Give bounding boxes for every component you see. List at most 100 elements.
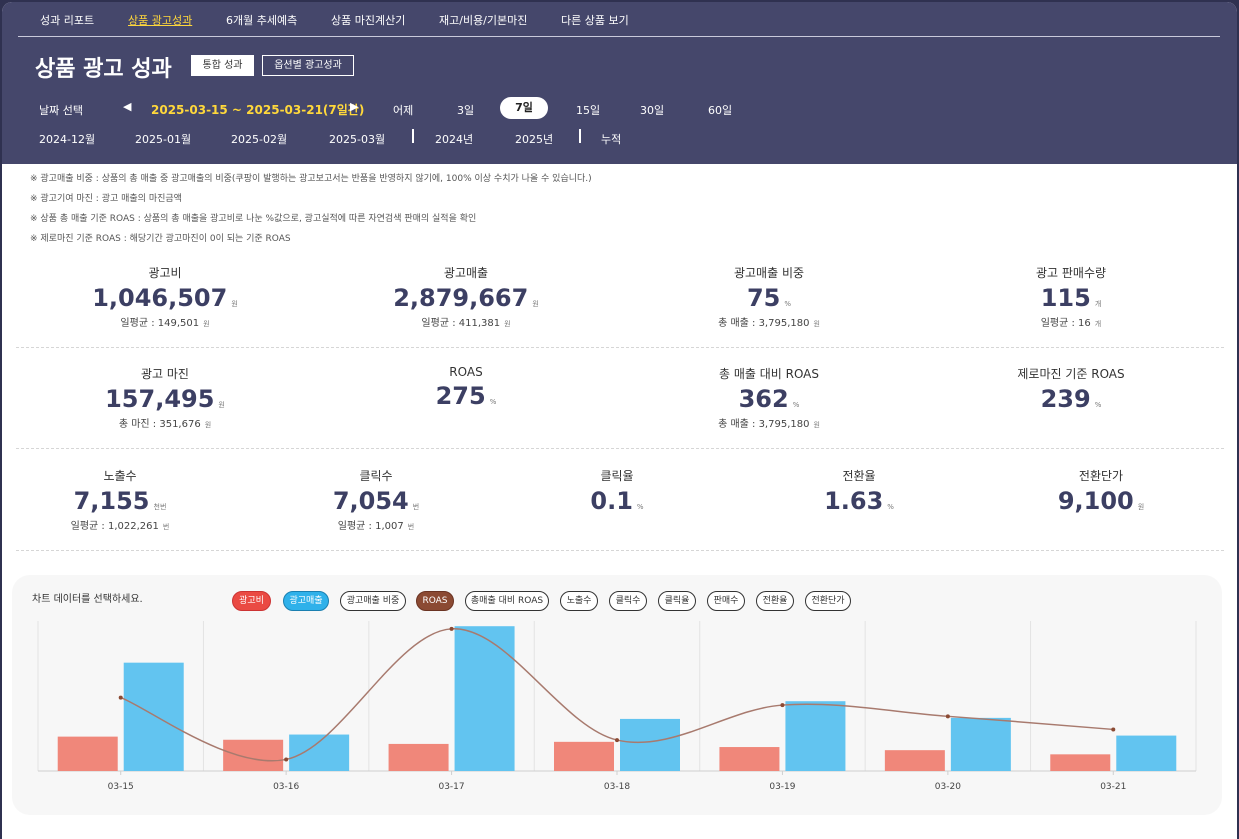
metric-label: 클릭수 xyxy=(359,469,393,483)
bar-ad-cost xyxy=(388,743,449,771)
metric-label: 노출수 xyxy=(103,469,137,483)
metric-value: 7,155 천번 xyxy=(73,487,167,515)
metric-value: 275% xyxy=(435,382,497,410)
metric-ad-sales: 광고매출 2,879,667 원 일평균 : 411,381 원 xyxy=(366,264,566,329)
bar-ad-sales xyxy=(1116,735,1177,771)
nav-inventory-cost-margin[interactable]: 재고/비용/기본마진 xyxy=(439,14,528,27)
metric-sub: 총 매출 : 3,795,180 원 xyxy=(718,419,820,430)
metric-sub: 일평균 : 16 개 xyxy=(1040,318,1102,329)
nav-product-ad-performance[interactable]: 상품 광고성과 xyxy=(128,14,193,27)
metric-value: 1,046,507 원 xyxy=(92,284,238,312)
period-cumulative[interactable]: 누적 xyxy=(601,133,622,146)
metric-sub: 일평균 : 1,022,261 번 xyxy=(70,521,170,532)
top-navigation: 성과 리포트 상품 광고성과 6개월 추세예측 상품 마진계산기 재고/비용/기… xyxy=(2,2,1237,37)
metric-sub: 일평균 : 411,381 원 xyxy=(421,318,511,329)
x-tick-label: 03-20 xyxy=(935,782,961,792)
section-divider xyxy=(16,448,1224,449)
metric-ad-share: 광고매출 비중 75% 총 매출 : 3,795,180 원 xyxy=(669,264,869,329)
metric-impressions: 노출수 7,155 천번 일평균 : 1,022,261 번 xyxy=(20,467,220,532)
metric-zero-roas: 제로마진 기준 ROAS 239% xyxy=(971,365,1171,413)
separator xyxy=(412,129,414,143)
metric-clicks: 클릭수 7,054 번 일평균 : 1,007 번 xyxy=(276,467,476,532)
metric-label: 전환율 xyxy=(842,469,876,483)
next-arrow-icon[interactable]: ▶ xyxy=(350,100,359,113)
bar-ad-cost xyxy=(1050,754,1111,771)
note-total-roas: ※ 상품 총 매출 기준 ROAS : 상품의 총 매출을 광고비로 나눈 %값… xyxy=(30,214,477,224)
chip-ctr[interactable]: 클릭율 xyxy=(658,591,696,611)
metric-value: 2,879,667 원 xyxy=(393,284,539,312)
period-30days[interactable]: 30일 xyxy=(640,104,665,117)
metric-value: 9,100 원 xyxy=(1057,487,1145,515)
bar-ad-cost xyxy=(57,736,118,771)
month-2025-01[interactable]: 2025-01월 xyxy=(135,133,192,146)
chip-cpa[interactable]: 전환단가 xyxy=(805,591,851,611)
period-15days[interactable]: 15일 xyxy=(576,104,601,117)
chip-roas[interactable]: ROAS xyxy=(416,591,454,611)
chip-ad-share[interactable]: 광고매출 비중 xyxy=(340,591,406,611)
combo-chart: 03-15 03-16 03-17 03-18 03-19 03-20 03-21 xyxy=(37,621,1197,792)
month-2024-12[interactable]: 2024-12월 xyxy=(39,133,96,146)
metric-label: 클릭율 xyxy=(600,469,634,483)
bar-ad-cost xyxy=(554,741,614,771)
metric-ad-cost: 광고비 1,046,507 원 일평균 : 149,501 원 xyxy=(65,264,265,329)
metric-label: ROAS xyxy=(449,365,483,379)
metric-cpa: 전환단가 9,100 원 xyxy=(1001,467,1201,515)
chip-ad-sales[interactable]: 광고매출 xyxy=(283,591,329,611)
metric-sub: 총 매출 : 3,795,180 원 xyxy=(718,318,820,329)
bar-ad-cost xyxy=(719,747,780,771)
year-2025[interactable]: 2025년 xyxy=(515,133,554,146)
x-tick-label: 03-17 xyxy=(438,782,464,792)
chip-clicks[interactable]: 클릭수 xyxy=(609,591,647,611)
metric-ad-margin: 광고 마진 157,495 원 총 마진 : 351,676 원 xyxy=(65,365,265,430)
chip-total-roas[interactable]: 총매출 대비 ROAS xyxy=(465,591,549,611)
bar-ad-sales xyxy=(289,734,350,771)
metric-value: 362% xyxy=(738,385,800,413)
chip-cvr[interactable]: 전환율 xyxy=(756,591,794,611)
nav-other-products[interactable]: 다른 상품 보기 xyxy=(561,14,629,27)
bar-ad-sales xyxy=(454,626,515,771)
prev-arrow-icon[interactable]: ◀ xyxy=(123,100,132,113)
chip-sales-qty[interactable]: 판매수 xyxy=(707,591,745,611)
nav-margin-calculator[interactable]: 상품 마진계산기 xyxy=(331,14,406,27)
metric-label: 전환단가 xyxy=(1078,469,1124,483)
metric-ad-qty: 광고 판매수량 115 개 일평균 : 16 개 xyxy=(971,264,1171,329)
chip-impressions[interactable]: 노출수 xyxy=(560,591,598,611)
metric-ctr: 클릭율 0.1% xyxy=(517,467,717,515)
nav-performance-report[interactable]: 성과 리포트 xyxy=(40,14,95,27)
roas-point xyxy=(780,703,785,708)
metric-label: 광고비 xyxy=(148,266,182,280)
period-60days[interactable]: 60일 xyxy=(708,104,733,117)
bar-ad-sales xyxy=(123,662,184,771)
total-performance-button[interactable]: 통합 성과 xyxy=(191,55,254,76)
metric-label: 제로마진 기준 ROAS xyxy=(1017,367,1125,381)
period-7days[interactable]: 7일 xyxy=(500,97,548,119)
chart-container: 차트 데이터를 선택하세요. 광고비 광고매출 광고매출 비중 ROAS 총매출… xyxy=(12,575,1222,815)
month-2025-03[interactable]: 2025-03월 xyxy=(329,133,386,146)
period-3days[interactable]: 3일 xyxy=(457,104,475,117)
month-2025-02[interactable]: 2025-02월 xyxy=(231,133,288,146)
metric-label: 광고매출 비중 xyxy=(733,266,805,280)
metric-value: 239% xyxy=(1040,385,1102,413)
year-2024[interactable]: 2024년 xyxy=(435,133,474,146)
metric-value: 1.63% xyxy=(824,487,894,515)
chip-ad-cost[interactable]: 광고비 xyxy=(232,591,271,611)
metric-value: 7,054 번 xyxy=(332,487,420,515)
bar-ad-sales xyxy=(620,718,680,771)
roas-point xyxy=(284,757,289,762)
x-tick-label: 03-16 xyxy=(273,782,299,792)
roas-point xyxy=(615,738,619,743)
metric-sub: 일평균 : 149,501 원 xyxy=(120,318,210,329)
metric-label: 광고매출 xyxy=(443,266,489,280)
note-ad-share: ※ 광고매출 비중 : 상품의 총 매출 중 광고매출의 비중(쿠팡이 발행하는… xyxy=(30,174,592,184)
roas-point xyxy=(449,626,454,631)
roas-point xyxy=(118,695,123,700)
nav-six-month-forecast[interactable]: 6개월 추세예측 xyxy=(226,14,298,27)
page-title: 상품 광고 성과 xyxy=(35,57,172,82)
date-select-label: 날짜 선택 xyxy=(39,104,83,117)
metric-value: 157,495 원 xyxy=(105,385,225,413)
period-yesterday[interactable]: 어제 xyxy=(393,104,414,117)
metric-label: 총 매출 대비 ROAS xyxy=(718,367,820,381)
option-performance-button[interactable]: 옵션별 광고성과 xyxy=(262,55,354,76)
